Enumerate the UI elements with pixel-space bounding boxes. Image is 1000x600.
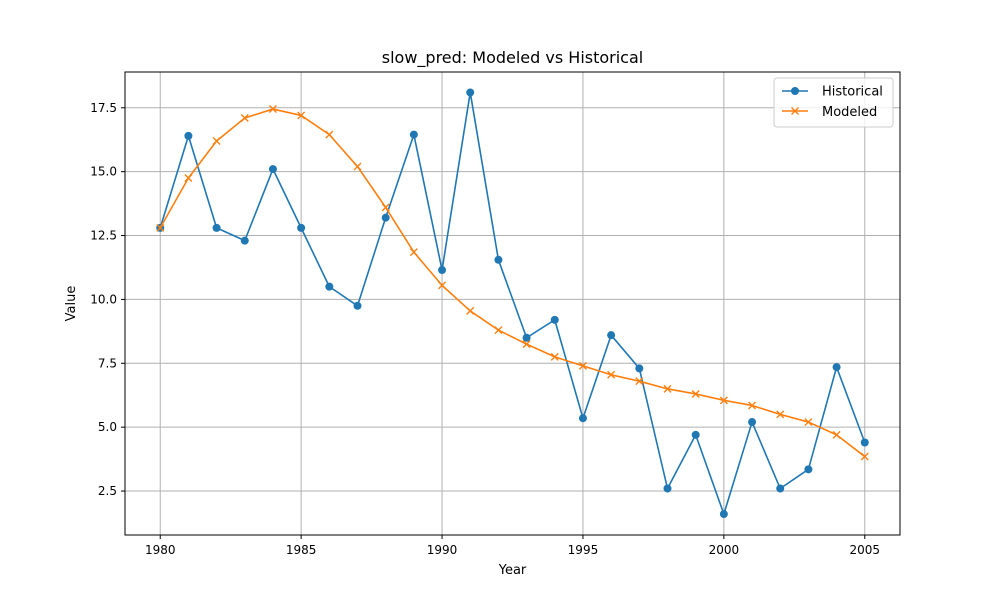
historical-data-point — [776, 484, 785, 493]
x-axis-label: Year — [498, 563, 527, 578]
modeled-data-point — [691, 389, 700, 398]
legend-historical-marker — [791, 87, 799, 95]
y-tick-label: 15.0 — [90, 165, 117, 179]
modeled-data-point — [663, 384, 672, 393]
legend-modeled-label: Modeled — [822, 105, 877, 120]
y-tick-label: 5.0 — [98, 420, 117, 434]
y-tick-label: 17.5 — [90, 101, 117, 115]
historical-data-point — [748, 418, 757, 427]
modeled-data-point — [466, 306, 475, 315]
historical-data-point — [860, 438, 869, 447]
modeled-data-point — [240, 113, 249, 122]
modeled-data-point — [353, 162, 362, 171]
x-tick-label: 1985 — [286, 543, 317, 557]
modeled-data-point — [438, 281, 447, 290]
legend: Historical Modeled — [773, 77, 894, 128]
historical-data-point — [268, 165, 277, 174]
modeled-data-point — [325, 130, 334, 139]
legend-historical-label: Historical — [822, 85, 883, 100]
historical-data-point — [240, 236, 249, 245]
modeled-data-point — [578, 361, 587, 370]
modeled-data-point — [635, 377, 644, 386]
historical-data-point — [635, 364, 644, 373]
modeled-data-point — [804, 418, 813, 427]
x-tick-label: 2005 — [849, 543, 880, 557]
modeled-data-point — [297, 111, 306, 120]
historical-data-point — [381, 213, 390, 222]
modeled-data-point — [832, 430, 841, 439]
y-tick-label: 12.5 — [90, 229, 117, 243]
modeled-data-point — [494, 326, 503, 335]
modeled-data-point — [268, 105, 277, 114]
historical-data-point — [466, 88, 475, 97]
modeled-series-line — [159, 108, 866, 458]
chart-title: slow_pred: Modeled vs Historical — [382, 48, 643, 68]
plot-data — [156, 88, 869, 519]
modeled-data-point — [212, 136, 221, 145]
historical-data-point — [607, 331, 616, 340]
y-tick-label: 2.5 — [98, 484, 117, 498]
modeled-data-point — [156, 223, 165, 232]
modeled-data-point — [607, 370, 616, 379]
historical-data-point — [212, 223, 221, 232]
modeled-data-point — [409, 248, 418, 257]
modeled-data-point — [776, 410, 785, 419]
historical-data-point — [691, 430, 700, 439]
x-tick-label: 1995 — [568, 543, 599, 557]
modeled-data-point — [550, 352, 559, 361]
historical-data-point — [297, 223, 306, 232]
historical-data-point — [494, 255, 503, 264]
historical-data-point — [522, 333, 531, 342]
historical-data-point — [353, 301, 362, 310]
x-tick-label: 1980 — [145, 543, 176, 557]
modeled-data-point — [860, 452, 869, 461]
historical-data-point — [719, 510, 728, 519]
modeled-data-point — [184, 174, 193, 183]
x-tick-label: 2000 — [709, 543, 740, 557]
x-tick-label: 1990 — [427, 543, 458, 557]
historical-series-line — [159, 91, 866, 515]
modeled-data-point — [522, 340, 531, 349]
historical-data-point — [325, 282, 334, 291]
modeled-data-point — [719, 396, 728, 405]
historical-data-point — [550, 315, 559, 324]
historical-data-point — [832, 363, 841, 372]
y-tick-label: 7.5 — [98, 356, 117, 370]
historical-data-point — [409, 130, 418, 139]
legend-modeled-marker — [791, 107, 799, 115]
historical-data-point — [438, 266, 447, 275]
historical-data-point — [804, 465, 813, 474]
modeled-data-point — [381, 203, 390, 212]
axis-ticks: 1980 1985 1990 1995 2000 2005 2.5 5.0 7.5 10.0 12.… — [90, 101, 880, 557]
historical-data-point — [184, 131, 193, 140]
y-axis-label: Value — [64, 286, 79, 322]
y-tick-label: 10.0 — [90, 292, 117, 306]
historical-data-point — [578, 414, 587, 423]
historical-data-point — [663, 484, 672, 493]
modeled-data-point — [748, 401, 757, 410]
plot-area-frame — [124, 71, 901, 536]
